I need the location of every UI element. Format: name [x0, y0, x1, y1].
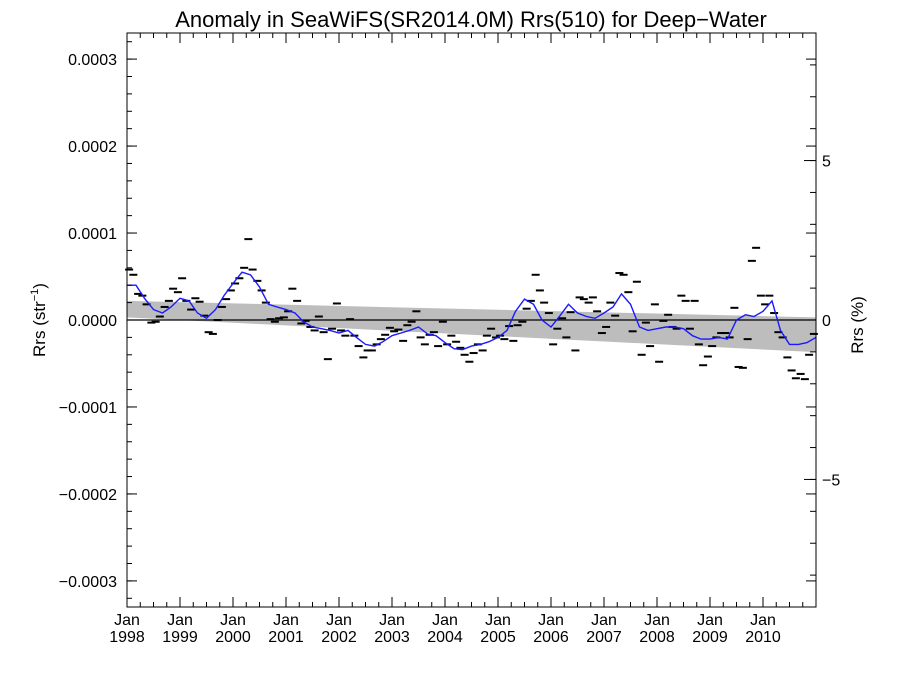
- y-tick-label: 0.0003: [68, 52, 117, 69]
- right-y-axis: −5 0 5: [804, 32, 840, 608]
- y2-axis-label: Rrs (%): [848, 296, 867, 354]
- y-tick-label: 0.0002: [68, 139, 117, 156]
- y-tick-label: −0.0001: [59, 400, 117, 417]
- x-tick-year: 2001: [268, 629, 304, 646]
- chart-title: Anomaly in SeaWiFS(SR2014.0M) Rrs(510) f…: [175, 7, 767, 32]
- x-axis: Jan1998Jan1999Jan2000Jan2001Jan2002Jan20…: [109, 33, 804, 646]
- x-tick-year: 2007: [586, 629, 622, 646]
- x-tick-month: Jan: [591, 612, 617, 629]
- x-tick-month: Jan: [114, 612, 140, 629]
- running-mean-line: [127, 271, 817, 351]
- y2-tick-label: −5: [822, 472, 840, 489]
- left-y-axis: −0.0003 −0.0002 −0.0001 0.0000 0.0001 0.0002 0…: [59, 41, 816, 599]
- x-tick-year: 2002: [321, 629, 357, 646]
- confidence-band: [127, 300, 816, 353]
- x-tick-month: Jan: [538, 612, 564, 629]
- y-axis-label: Rrs (str−1): [29, 283, 49, 357]
- x-tick-month: Jan: [326, 612, 352, 629]
- x-tick-month: Jan: [220, 612, 246, 629]
- y-tick-label: −0.0003: [59, 574, 117, 591]
- y-tick-label: −0.0002: [59, 487, 117, 504]
- x-tick-year: 2000: [215, 629, 251, 646]
- x-tick-month: Jan: [485, 612, 511, 629]
- x-tick-month: Jan: [697, 612, 723, 629]
- x-tick-year: 2004: [427, 629, 463, 646]
- x-tick-month: Jan: [750, 612, 776, 629]
- x-tick-year: 2009: [692, 629, 728, 646]
- x-tick-month: Jan: [379, 612, 405, 629]
- x-tick-year: 1998: [109, 629, 145, 646]
- y-tick-label: 0.0000: [68, 313, 117, 330]
- y-axis-label-superscript: −1: [29, 289, 41, 302]
- x-tick-month: Jan: [644, 612, 670, 629]
- x-tick-month: Jan: [273, 612, 299, 629]
- x-tick-year: 2006: [533, 629, 569, 646]
- x-tick-year: 2003: [374, 629, 410, 646]
- x-tick-year: 2005: [480, 629, 516, 646]
- x-tick-year: 1999: [162, 629, 198, 646]
- confidence-band-layer: [127, 300, 816, 353]
- x-tick-month: Jan: [167, 612, 193, 629]
- y2-tick-label: 0: [822, 313, 831, 330]
- y-tick-label: 0.0001: [68, 226, 117, 243]
- x-tick-year: 2008: [639, 629, 675, 646]
- x-tick-year: 2010: [745, 629, 781, 646]
- running-mean-layer: [127, 271, 817, 351]
- y2-tick-label: 5: [822, 154, 831, 171]
- x-tick-month: Jan: [432, 612, 458, 629]
- monthly-points-layer: [125, 238, 818, 381]
